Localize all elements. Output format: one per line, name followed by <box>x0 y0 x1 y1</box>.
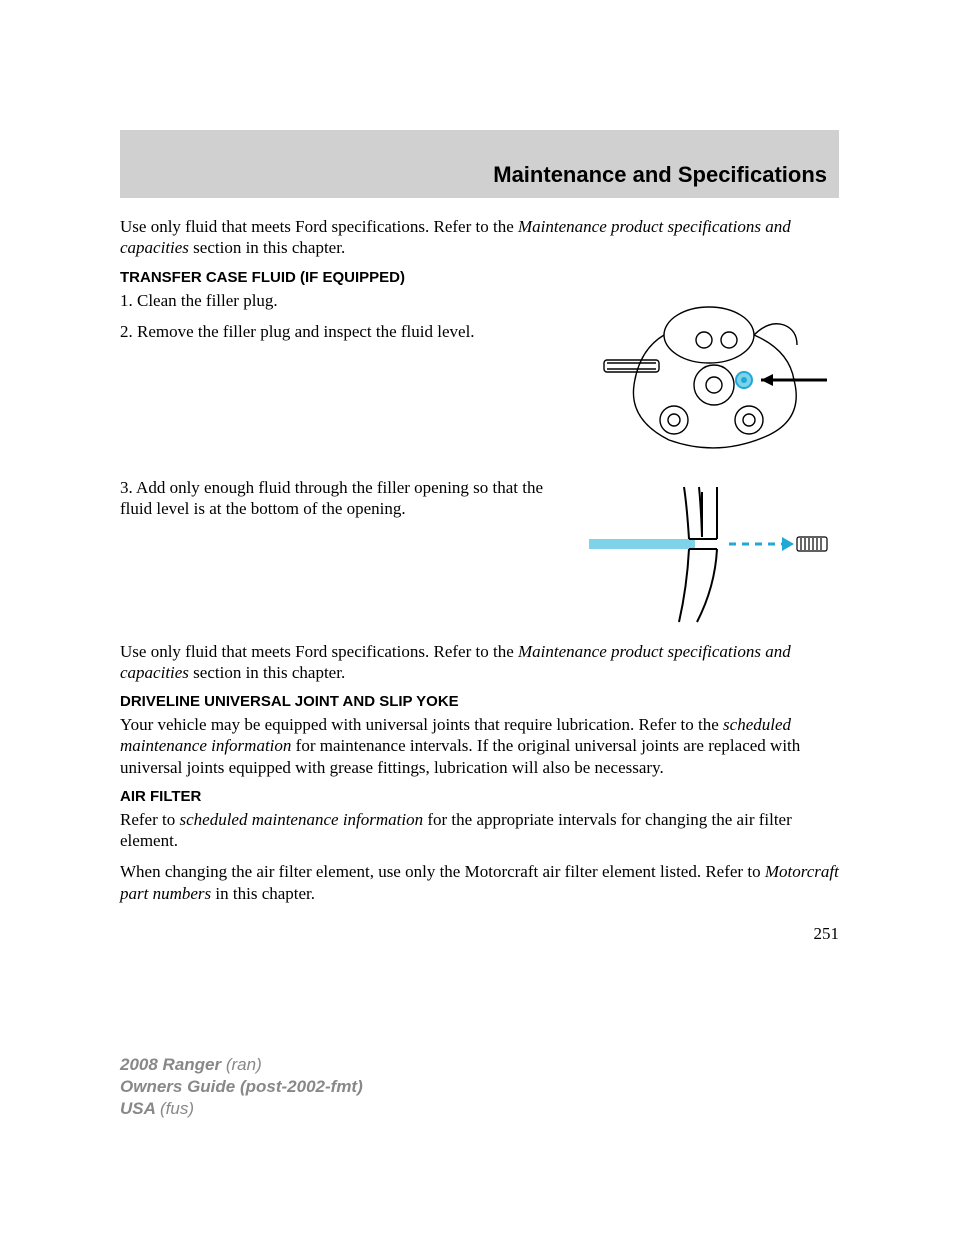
transfer-step1: 1. Clean the filler plug. <box>120 290 563 311</box>
transfer-note: Use only fluid that meets Ford specifica… <box>120 641 839 684</box>
intro-pre: Use only fluid that meets Ford specifica… <box>120 217 518 236</box>
header-banner: Maintenance and Specifications <box>120 130 839 198</box>
airfilter-p2-pre: When changing the air filter element, us… <box>120 862 765 881</box>
transfer-note-pre: Use only fluid that meets Ford specifica… <box>120 642 518 661</box>
transfer-step2: 2. Remove the filler plug and inspect th… <box>120 321 563 342</box>
airfilter-p1: Refer to scheduled maintenance informati… <box>120 809 839 852</box>
footer-line2: Owners Guide (post-2002-fmt) <box>120 1076 363 1098</box>
transfer-heading: TRANSFER CASE FLUID (IF EQUIPPED) <box>120 269 839 286</box>
airfilter-p1-pre: Refer to <box>120 810 179 829</box>
fluid-level-diagram <box>579 477 839 627</box>
airfilter-p2-post: in this chapter. <box>211 884 315 903</box>
footer-line3: USA (fus) <box>120 1098 363 1120</box>
footer-line1: 2008 Ranger (ran) <box>120 1054 363 1076</box>
driveline-heading: DRIVELINE UNIVERSAL JOINT AND SLIP YOKE <box>120 693 839 710</box>
page-container: Maintenance and Specifications Use only … <box>0 0 954 944</box>
footer-l3b: (fus) <box>160 1099 194 1118</box>
footer: 2008 Ranger (ran) Owners Guide (post-200… <box>120 1054 363 1120</box>
footer-l1a: 2008 Ranger <box>120 1055 226 1074</box>
transfer-block-1: 1. Clean the filler plug. 2. Remove the … <box>120 290 839 465</box>
airfilter-p2: When changing the air filter element, us… <box>120 861 839 904</box>
intro-post: section in this chapter. <box>189 238 345 257</box>
intro-paragraph: Use only fluid that meets Ford specifica… <box>120 216 839 259</box>
airfilter-heading: AIR FILTER <box>120 788 839 805</box>
transfer-step3: 3. Add only enough fluid through the fil… <box>120 477 563 520</box>
transfer-block-2: 3. Add only enough fluid through the fil… <box>120 477 839 627</box>
transfer-case-diagram <box>579 290 839 465</box>
footer-l1b: (ran) <box>226 1055 262 1074</box>
page-title: Maintenance and Specifications <box>493 162 827 188</box>
footer-l3a: USA <box>120 1099 160 1118</box>
driveline-paragraph: Your vehicle may be equipped with univer… <box>120 714 839 778</box>
airfilter-p1-ital: scheduled maintenance information <box>179 810 423 829</box>
driveline-pre: Your vehicle may be equipped with univer… <box>120 715 723 734</box>
page-number: 251 <box>120 924 839 944</box>
transfer-note-post: section in this chapter. <box>189 663 345 682</box>
